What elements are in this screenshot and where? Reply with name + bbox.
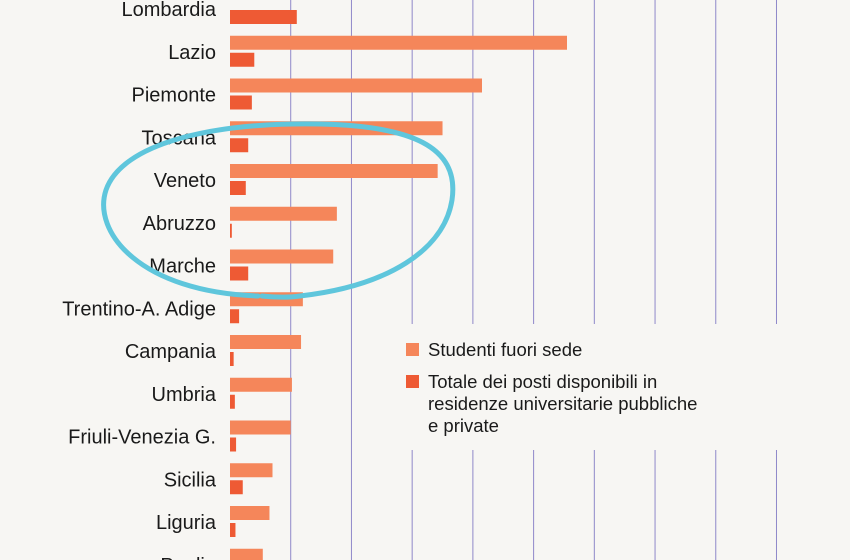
- category-label: Puglia: [160, 555, 216, 560]
- bar-posti-disponibili: [230, 95, 252, 110]
- category-label: Friuli-Venezia G.: [68, 427, 216, 449]
- bar-posti-disponibili: [230, 10, 297, 24]
- category-label: Lazio: [168, 42, 216, 64]
- bar-studenti-fuori-sede: [230, 463, 273, 478]
- bar-studenti-fuori-sede: [230, 420, 291, 435]
- bar-posti-disponibili: [230, 138, 249, 153]
- bar-studenti-fuori-sede: [230, 164, 438, 178]
- legend-background: [390, 324, 850, 450]
- category-label: Abruzzo: [143, 213, 216, 235]
- bar-studenti-fuori-sede: [230, 206, 337, 221]
- annotation: [101, 121, 456, 300]
- bar-studenti-fuori-sede: [230, 377, 292, 392]
- bars: [230, 10, 567, 560]
- bar-posti-disponibili: [230, 523, 236, 537]
- category-label: Piemonte: [132, 85, 217, 107]
- bar-studenti-fuori-sede: [230, 506, 270, 520]
- legend-label: e private: [428, 415, 499, 436]
- bar-studenti-fuori-sede: [230, 35, 567, 50]
- gridlines: [290, 0, 777, 560]
- legend-swatch: [406, 343, 419, 356]
- bar-posti-disponibili: [230, 181, 246, 195]
- category-label: Sicilia: [164, 469, 217, 491]
- bar-posti-disponibili: [230, 52, 255, 67]
- category-label: Umbria: [152, 384, 217, 406]
- bar-studenti-fuori-sede: [230, 78, 482, 93]
- bar-posti-disponibili: [230, 437, 237, 452]
- category-label: Campania: [125, 341, 217, 363]
- bar-posti-disponibili: [230, 309, 240, 324]
- bar-posti-disponibili: [230, 266, 249, 281]
- category-labels: LombardiaLazioPiemonteToscanaVenetoAbruz…: [62, 0, 217, 560]
- legend-label: Totale dei posti disponibili in: [428, 371, 657, 392]
- bar-studenti-fuori-sede: [230, 249, 334, 264]
- category-label: Trentino-A. Adige: [62, 298, 216, 320]
- highlight-circle: [101, 121, 456, 300]
- category-label: Marche: [149, 256, 216, 278]
- legend-swatch: [406, 375, 419, 388]
- legend-label: residenze universitarie pubbliche: [428, 393, 697, 414]
- bar-posti-disponibili: [230, 394, 235, 409]
- category-label: Liguria: [156, 512, 217, 534]
- bar-posti-disponibili: [230, 352, 234, 366]
- bar-posti-disponibili: [230, 480, 243, 495]
- bar-studenti-fuori-sede: [230, 548, 263, 560]
- category-label: Lombardia: [121, 0, 216, 21]
- category-label: Veneto: [154, 170, 216, 192]
- legend: Studenti fuori sede Totale dei posti disp…: [390, 324, 850, 450]
- legend-label: Studenti fuori sede: [428, 339, 582, 360]
- bar-posti-disponibili: [230, 223, 232, 238]
- bar-studenti-fuori-sede: [230, 335, 302, 349]
